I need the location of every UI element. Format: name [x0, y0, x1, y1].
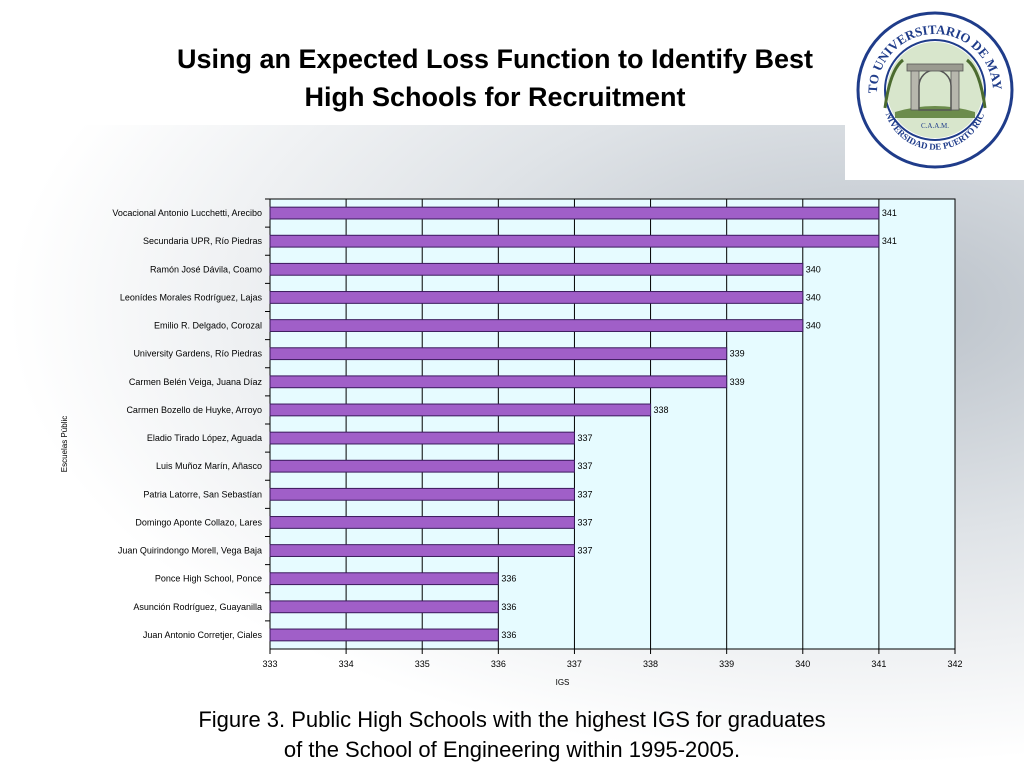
- data-label: 337: [577, 489, 592, 499]
- data-label: 337: [577, 546, 592, 556]
- bar: [269, 431, 575, 445]
- data-label: 338: [654, 405, 669, 415]
- category-label: Ramón José Dávila, Coamo: [150, 264, 262, 274]
- x-axis-title: IGS: [556, 678, 570, 687]
- x-tick-label: 339: [719, 659, 734, 669]
- category-label: Eladio Tirado López, Aguada: [147, 433, 262, 443]
- category-label: Patria Latorre, San Sebastían: [143, 489, 262, 499]
- university-logo: RECINTO UNIVERSITARIO DE MAYAGÜEZ UNIVER…: [840, 0, 1024, 180]
- bar: [269, 544, 575, 557]
- y-axis-title: Escuelas Públic: [60, 416, 69, 472]
- data-label: 336: [501, 630, 516, 640]
- data-label: 340: [806, 264, 821, 274]
- data-label: 339: [730, 349, 745, 359]
- x-tick-label: 336: [491, 659, 506, 669]
- data-label: 337: [577, 433, 592, 443]
- bar: [269, 234, 880, 248]
- bar: [269, 206, 880, 220]
- x-tick-label: 341: [871, 659, 886, 669]
- title-line-2: High Schools for Recruitment: [304, 82, 686, 112]
- bar: [269, 262, 804, 276]
- university-seal-icon: RECINTO UNIVERSITARIO DE MAYAGÜEZ UNIVER…: [840, 0, 1014, 169]
- x-tick-label: 334: [339, 659, 354, 669]
- data-label: 336: [501, 574, 516, 584]
- category-label: Juan Antonio Corretjer, Ciales: [143, 630, 263, 640]
- data-label: 336: [501, 602, 516, 612]
- bar: [269, 319, 804, 332]
- category-label: Domingo Aponte Collazo, Lares: [135, 517, 262, 527]
- category-label: Vocacional Antonio Lucchetti, Arecibo: [112, 208, 262, 218]
- category-label: Secundaria UPR, Río Piedras: [143, 236, 263, 246]
- x-tick-label: 337: [567, 659, 582, 669]
- bar: [269, 572, 499, 586]
- data-label: 337: [577, 517, 592, 527]
- category-label: Carmen Bozello de Huyke, Arroyo: [126, 405, 262, 415]
- category-label: Asunción Rodríguez, Guayanilla: [133, 602, 262, 612]
- slide-title: Using an Expected Loss Function to Ident…: [60, 40, 930, 116]
- data-label: 341: [882, 208, 897, 218]
- x-tick-label: 333: [262, 659, 277, 669]
- data-label: 340: [806, 321, 821, 331]
- bar: [269, 628, 499, 642]
- data-label: 340: [806, 292, 821, 302]
- category-label: Leonídes Morales Rodríguez, Lajas: [120, 292, 263, 302]
- bar: [269, 487, 575, 501]
- bar: [269, 516, 575, 529]
- figure-caption: Figure 3. Public High Schools with the h…: [100, 705, 924, 765]
- bar: [269, 403, 652, 417]
- x-tick-label: 340: [795, 659, 810, 669]
- igs-bar-chart: 333 334 335 336 337 338 339 340 341 342 341 Vocacio…: [60, 198, 963, 687]
- x-tick-label: 342: [947, 659, 962, 669]
- bar: [269, 347, 728, 361]
- logo-text-center: C.A.A.M.: [921, 122, 949, 130]
- bar: [269, 375, 728, 389]
- data-label: 341: [882, 236, 897, 246]
- title-line-1: Using an Expected Loss Function to Ident…: [176, 44, 814, 74]
- category-label: Juan Quirindongo Morell, Vega Baja: [118, 546, 262, 556]
- x-tick-label: 335: [415, 659, 430, 669]
- data-label: 337: [577, 461, 592, 471]
- data-label: 339: [730, 377, 745, 387]
- caption-line-2: of the School of Engineering within 1995…: [283, 737, 741, 762]
- caption-line-1: Figure 3. Public High Schools with the h…: [198, 707, 826, 732]
- bar: [269, 291, 804, 304]
- category-label: Carmen Belén Veiga, Juana Díaz: [129, 377, 263, 387]
- bar: [269, 459, 575, 473]
- bar: [269, 600, 499, 614]
- category-label: Luis Muñoz Marín, Añasco: [156, 461, 262, 471]
- x-tick-label: 338: [643, 659, 658, 669]
- category-label: Ponce High School, Ponce: [155, 574, 262, 584]
- category-label: Emilio R. Delgado, Corozal: [154, 321, 262, 331]
- category-label: University Gardens, Río Piedras: [133, 349, 262, 359]
